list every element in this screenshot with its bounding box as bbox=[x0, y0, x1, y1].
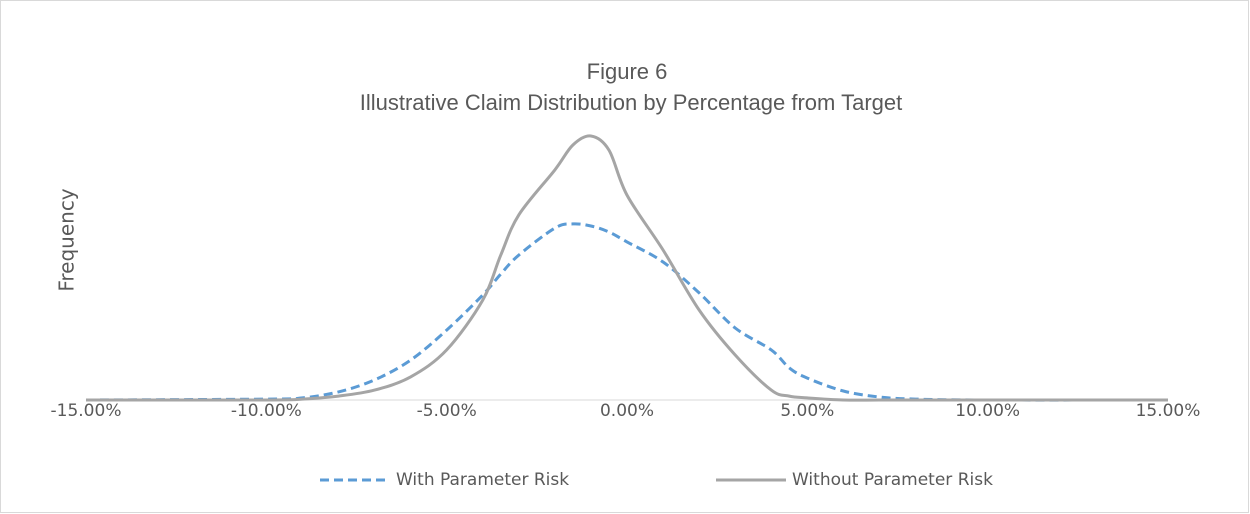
legend-label: With Parameter Risk bbox=[396, 470, 569, 490]
y-axis-label: Frequency bbox=[55, 188, 79, 291]
x-tick-label: -15.00% bbox=[51, 401, 122, 421]
series-line bbox=[85, 134, 1168, 402]
chart-subtitle: Illustrative Claim Distribution by Perce… bbox=[360, 90, 902, 115]
chart-title: Figure 6 bbox=[587, 59, 668, 84]
x-tick-label: -10.00% bbox=[231, 401, 302, 421]
x-tick-label: 5.00% bbox=[780, 401, 834, 421]
x-tick-label: 10.00% bbox=[955, 401, 1020, 421]
x-tick-label: 15.00% bbox=[1136, 401, 1201, 421]
x-tick-label: 0.00% bbox=[600, 401, 654, 421]
series-line bbox=[85, 222, 1169, 402]
x-tick-label: -5.00% bbox=[417, 401, 477, 421]
legend-label: Without Parameter Risk bbox=[792, 470, 993, 490]
